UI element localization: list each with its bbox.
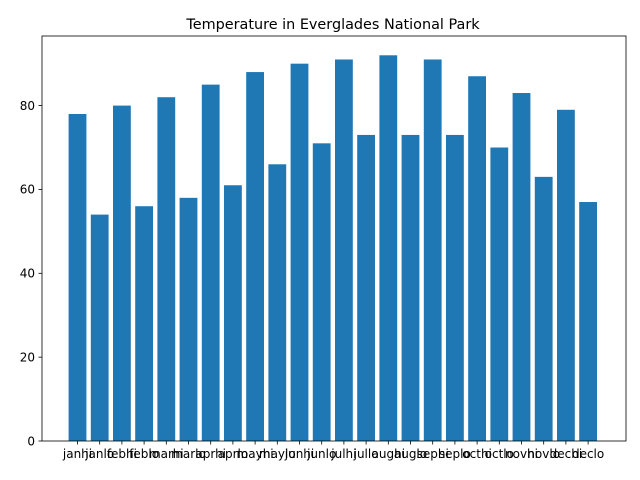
bar-declo — [579, 202, 597, 441]
bar-novhi — [512, 93, 531, 442]
x-tick-label: declo — [572, 447, 604, 461]
x-tick-label: octlo — [485, 447, 514, 461]
bar-auglo — [401, 134, 420, 441]
x-tick-label: dechi — [550, 447, 583, 461]
bar-janhi — [68, 113, 87, 441]
plot-frame — [41, 35, 627, 442]
x-tick-label: mayhi — [237, 447, 274, 461]
x-tick-label: janhi — [62, 447, 92, 461]
x-tick-label: aprlo — [218, 447, 249, 461]
y-tick-label: 80 — [20, 99, 35, 113]
bars-group — [68, 55, 597, 442]
y-tick-label: 40 — [20, 267, 35, 281]
y-tick-label: 0 — [27, 434, 35, 448]
x-tick-label: jullo — [353, 447, 379, 461]
bar-seplo — [446, 134, 464, 441]
x-tick-label: marhi — [149, 447, 184, 461]
x-tick-label: aprhi — [195, 447, 226, 461]
bar-junhi — [290, 63, 309, 442]
bar-junlo — [312, 143, 331, 441]
bar-aprhi — [201, 84, 220, 441]
bar-marhi — [157, 97, 176, 442]
bar-octhi — [468, 76, 486, 441]
bar-mayhi — [246, 72, 264, 441]
bar-febhi — [113, 105, 131, 441]
x-tick-label: aughi — [372, 447, 406, 461]
y-tick-label: 60 — [20, 183, 35, 197]
x-tick-label: janlo — [84, 447, 114, 461]
bar-jullo — [357, 134, 375, 441]
bar-aughi — [379, 55, 398, 441]
x-tick-label: maylo — [259, 447, 296, 461]
x-tick-label: auglo — [394, 447, 427, 461]
bar-feblo — [135, 206, 153, 441]
bar-julhi — [335, 59, 353, 441]
x-tick-label: feblo — [129, 447, 159, 461]
bar-novlo — [534, 176, 553, 441]
x-tick-label: febhi — [107, 447, 137, 461]
x-tick-label: seplo — [439, 447, 471, 461]
bar-janlo — [90, 214, 109, 441]
x-tick-label: octhi — [462, 447, 492, 461]
bar-marlo — [179, 197, 198, 441]
x-tick-label: junhi — [284, 447, 314, 461]
bar-octlo — [490, 147, 509, 441]
x-tick-label: novlo — [527, 447, 560, 461]
x-axis: janhijanlofebhifeblomarhimarloaprhiaprlo… — [62, 441, 604, 461]
bar-sephi — [423, 59, 442, 441]
y-tick-label: 20 — [20, 350, 35, 364]
bar-maylo — [268, 164, 287, 442]
bar-dechi — [557, 109, 575, 441]
y-axis: 0 20 40 60 80 — [20, 99, 42, 448]
x-tick-label: julhi — [330, 447, 356, 461]
bar-aprlo — [224, 185, 242, 441]
x-tick-label: junlo — [306, 447, 336, 461]
x-tick-label: novhi — [505, 447, 538, 461]
x-tick-label: marlo — [171, 447, 206, 461]
x-tick-label: sephi — [417, 447, 449, 461]
chart-title: Temperature in Everglades National Park — [185, 17, 480, 33]
